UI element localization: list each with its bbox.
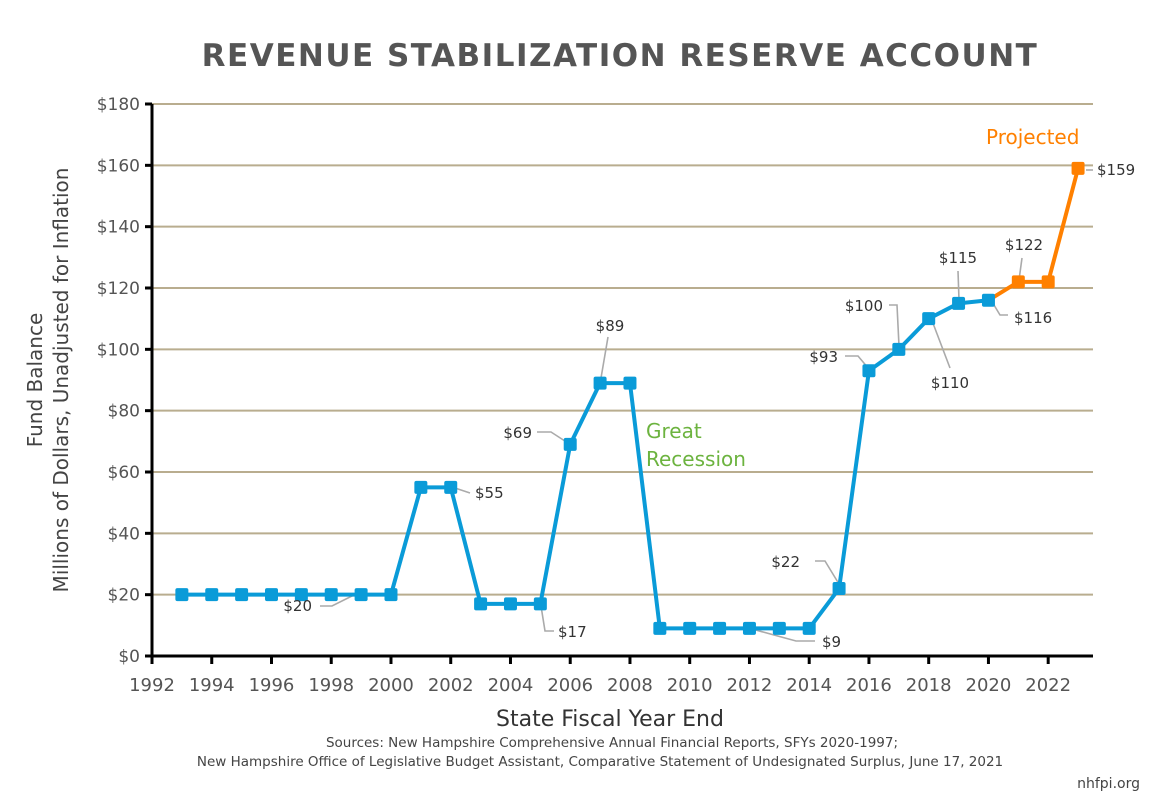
y-tick-label: $80 xyxy=(108,402,140,422)
data-label: $116 xyxy=(1014,309,1052,327)
data-point xyxy=(832,582,846,596)
y-axis-label-line1: Fund Balance xyxy=(23,313,47,448)
data-label: $89 xyxy=(596,317,625,335)
data-label: $17 xyxy=(558,623,587,641)
x-tick-label: 1992 xyxy=(129,675,175,696)
data-point xyxy=(503,597,517,611)
data-point xyxy=(175,588,189,602)
y-axis-label-line2: Millions of Dollars, Unadjusted for Infl… xyxy=(49,168,73,593)
data-label: $69 xyxy=(503,424,532,442)
data-label: $20 xyxy=(283,597,312,615)
data-labels: $20 $55 $17 $69 $89 $9 $22 $93 $100 $110 $115 $116 $… xyxy=(283,161,1135,651)
leader-line xyxy=(540,605,554,632)
data-label: $110 xyxy=(931,374,969,392)
x-tick-label: 2008 xyxy=(607,675,653,696)
y-tick-label: $100 xyxy=(97,340,140,360)
data-point xyxy=(294,588,308,602)
data-label: $22 xyxy=(771,553,800,571)
credit: nhfpi.org xyxy=(1077,776,1140,792)
data-point xyxy=(533,597,547,611)
data-point xyxy=(922,312,936,326)
data-label: $93 xyxy=(809,348,838,366)
leader-line xyxy=(957,270,960,301)
data-point xyxy=(952,296,966,310)
data-point xyxy=(235,588,249,602)
data-label: $9 xyxy=(822,633,841,651)
data-label: $100 xyxy=(845,297,883,315)
y-tick-label: $120 xyxy=(97,279,140,299)
data-point xyxy=(563,437,577,451)
x-tick-label: 2000 xyxy=(368,675,414,696)
series-line xyxy=(987,167,1080,302)
y-tick-label: $0 xyxy=(118,647,140,667)
leader-lines xyxy=(320,169,1093,642)
x-tick-label: 2022 xyxy=(1025,675,1071,696)
annotation-great: Great xyxy=(646,419,702,443)
leader-line xyxy=(930,317,951,369)
data-point xyxy=(1071,161,1085,175)
data-point xyxy=(384,588,398,602)
data-label: $159 xyxy=(1097,161,1135,179)
leader-line xyxy=(993,304,1008,316)
y-tick-label: $160 xyxy=(97,156,140,176)
x-tick-label: 2012 xyxy=(727,675,773,696)
data-point xyxy=(623,376,637,390)
annotation-recession: Recession xyxy=(646,447,746,471)
chart-title: REVENUE STABILIZATION RESERVE ACCOUNT xyxy=(202,38,1039,74)
gridlines xyxy=(152,103,1093,596)
leader-line xyxy=(600,336,609,379)
data-label: $55 xyxy=(475,484,504,502)
sources-line2: New Hampshire Office of Legislative Budg… xyxy=(197,754,1003,770)
y-tick-label: $60 xyxy=(108,463,140,483)
data-point xyxy=(892,342,906,356)
data-point xyxy=(1011,275,1025,289)
data-point xyxy=(205,588,219,602)
data-point xyxy=(653,621,667,635)
data-point xyxy=(772,621,786,635)
data-point xyxy=(474,597,488,611)
y-tick-label: $40 xyxy=(108,524,140,544)
x-tick-label: 2018 xyxy=(906,675,952,696)
data-label: $115 xyxy=(939,249,977,267)
data-label: $122 xyxy=(1005,236,1043,254)
data-point xyxy=(324,588,338,602)
leader-line xyxy=(889,304,900,347)
x-tick-label: 2010 xyxy=(667,675,713,696)
data-point xyxy=(981,293,995,307)
series xyxy=(175,161,1085,635)
x-tick-label: 2002 xyxy=(428,675,474,696)
data-point xyxy=(264,588,278,602)
leader-line xyxy=(815,560,840,585)
data-point xyxy=(444,480,458,494)
y-tick-label: $180 xyxy=(97,95,140,115)
data-point xyxy=(683,621,697,635)
data-point xyxy=(802,621,816,635)
data-point xyxy=(593,376,607,390)
x-tick-label: 2006 xyxy=(547,675,593,696)
x-tick-label: 1996 xyxy=(249,675,295,696)
leader-line xyxy=(454,487,471,494)
sources-line1: Sources: New Hampshire Comprehensive Ann… xyxy=(326,735,898,751)
x-tick-label: 2020 xyxy=(966,675,1012,696)
x-tick-label: 2016 xyxy=(846,675,892,696)
x-axis-label: State Fiscal Year End xyxy=(496,707,724,732)
x-tick-label: 1998 xyxy=(308,675,354,696)
leader-line xyxy=(537,431,569,444)
data-point xyxy=(354,588,368,602)
x-tick-label: 2004 xyxy=(488,675,534,696)
x-tick-label: 2014 xyxy=(786,675,832,696)
x-tick-label: 1994 xyxy=(189,675,235,696)
data-point xyxy=(414,480,428,494)
data-point xyxy=(1041,275,1055,289)
data-point xyxy=(742,621,756,635)
annotation-projected: Projected xyxy=(986,125,1079,149)
data-point xyxy=(713,621,727,635)
axes: $0 $20 $40 $60 $80 $100 $120 $140 $160 $180 1992 19… xyxy=(97,95,1093,696)
data-point xyxy=(862,364,876,378)
y-tick-label: $140 xyxy=(97,218,140,238)
y-tick-label: $20 xyxy=(108,586,140,606)
series-line xyxy=(181,298,989,631)
leader-line xyxy=(751,628,815,642)
